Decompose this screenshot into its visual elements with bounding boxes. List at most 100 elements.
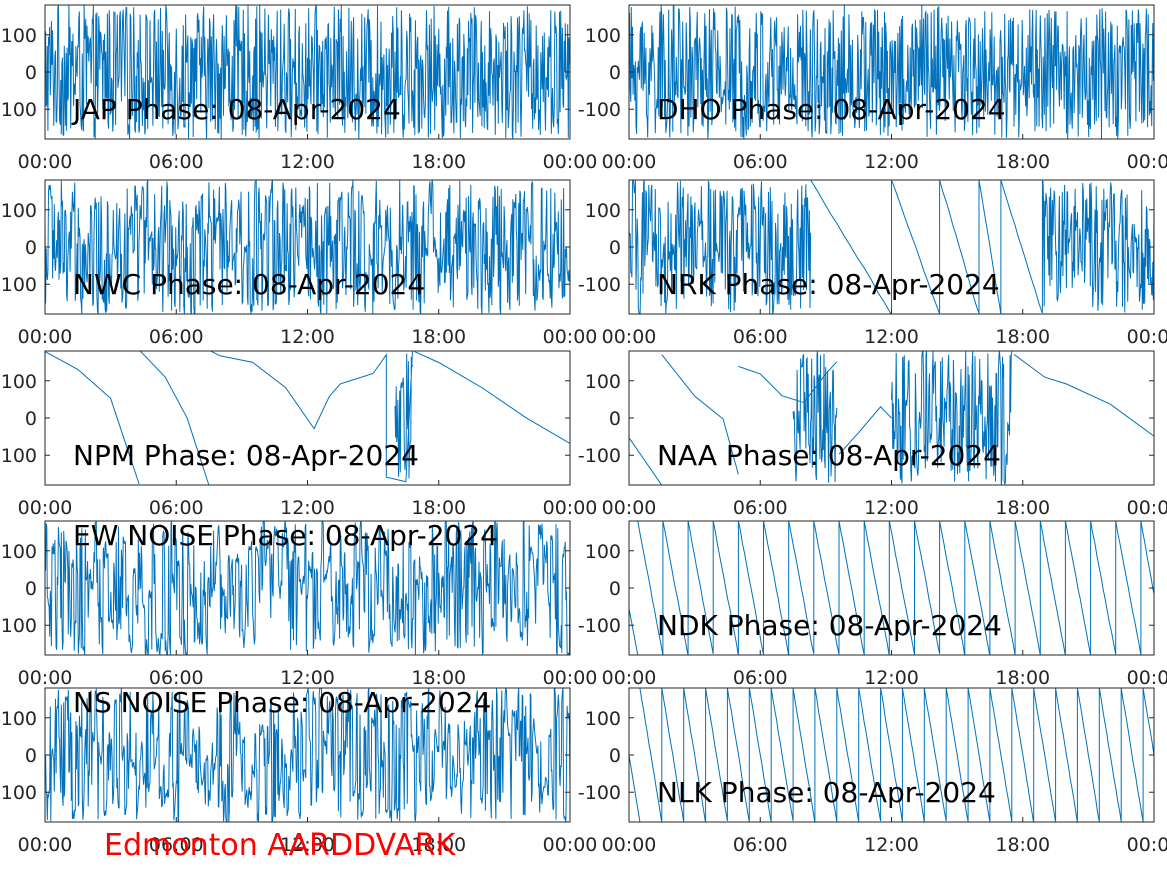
x-tick-label: 00:00 bbox=[1127, 326, 1167, 348]
x-tick-label: 12:00 bbox=[280, 667, 335, 689]
x-tick-label: 06:00 bbox=[149, 151, 204, 173]
x-tick-label: 00:00 bbox=[1127, 151, 1167, 173]
x-tick-label: 18:00 bbox=[411, 326, 466, 348]
phase-series-line bbox=[629, 688, 1154, 822]
x-tick-label: 06:00 bbox=[149, 326, 204, 348]
y-tick-label: 0 bbox=[609, 62, 621, 84]
panel-1: 100 0 100 00:00 06:00 12:00 18:00 00:00 JAP Phas… bbox=[1, 4, 598, 173]
y-tick-label: 100 bbox=[585, 25, 621, 47]
panel-title: DHO Phase: 08-Apr-2024 bbox=[657, 93, 1006, 126]
x-tick-label: 06:00 bbox=[733, 326, 788, 348]
y-tick-label: -100 bbox=[578, 445, 621, 467]
x-tick-label: 06:00 bbox=[149, 834, 204, 856]
phase-series-line bbox=[629, 180, 1154, 314]
plot-area bbox=[629, 180, 1154, 314]
panel-10: 100 0 -100 00:00 06:00 12:00 18:00 00:00 NLK Pha… bbox=[578, 687, 1167, 856]
x-tick-label: 18:00 bbox=[411, 497, 466, 519]
y-tick-label: 100 bbox=[1, 371, 37, 393]
y-tick-label: 0 bbox=[609, 578, 621, 600]
y-tick-label: 100 bbox=[1, 445, 37, 467]
x-tick-label: 12:00 bbox=[864, 497, 919, 519]
x-tick-label: 12:00 bbox=[864, 151, 919, 173]
x-tick-label: 12:00 bbox=[864, 326, 919, 348]
x-tick-label: 12:00 bbox=[280, 497, 335, 519]
y-tick-label: 0 bbox=[609, 745, 621, 767]
y-tick-label: 0 bbox=[25, 578, 37, 600]
station-label: Edmonton AARDDVARK bbox=[104, 828, 456, 863]
plot-area bbox=[629, 688, 1154, 822]
panel-title: NPM Phase: 08-Apr-2024 bbox=[73, 439, 419, 472]
x-tick-label: 18:00 bbox=[995, 497, 1050, 519]
y-tick-label: 100 bbox=[1, 615, 37, 637]
plot-area bbox=[45, 351, 570, 485]
x-tick-label: 00:00 bbox=[602, 667, 657, 689]
plot-area bbox=[45, 521, 570, 655]
y-tick-label: 0 bbox=[25, 745, 37, 767]
plot-area bbox=[629, 5, 1154, 139]
x-tick-label: 00:00 bbox=[543, 834, 598, 856]
panel-title: NAA Phase: 08-Apr-2024 bbox=[657, 439, 1001, 472]
y-tick-label: 0 bbox=[609, 237, 621, 259]
x-tick-label: 00:00 bbox=[18, 497, 73, 519]
x-tick-label: 00:00 bbox=[18, 667, 73, 689]
phase-series-line bbox=[45, 180, 570, 314]
plot-area bbox=[629, 351, 1154, 485]
x-tick-label: 00:00 bbox=[602, 151, 657, 173]
y-tick-label: 100 bbox=[585, 200, 621, 222]
y-tick-label: -100 bbox=[578, 615, 621, 637]
x-tick-label: 18:00 bbox=[995, 834, 1050, 856]
y-tick-label: 100 bbox=[1, 274, 37, 296]
phase-series-line bbox=[629, 351, 1154, 485]
panel-7: 100 0 100 00:00 06:00 12:00 18:00 00:00 EW NOISE… bbox=[1, 519, 598, 689]
y-tick-label: 100 bbox=[1, 25, 37, 47]
x-tick-label: 00:00 bbox=[1127, 667, 1167, 689]
x-tick-label: 18:00 bbox=[995, 151, 1050, 173]
y-tick-label: 0 bbox=[25, 237, 37, 259]
plot-area bbox=[45, 180, 570, 314]
panel-2: 100 0 -100 00:00 06:00 12:00 18:00 00:00 DHO Pha… bbox=[578, 4, 1167, 173]
x-tick-label: 06:00 bbox=[149, 497, 204, 519]
y-tick-label: 0 bbox=[25, 408, 37, 430]
x-tick-label: 00:00 bbox=[18, 326, 73, 348]
panel-8: 100 0 -100 00:00 06:00 12:00 18:00 00:00 NDK Pha… bbox=[578, 520, 1167, 689]
phase-series-line bbox=[629, 521, 1154, 655]
panel-3: 100 0 100 00:00 06:00 12:00 18:00 00:00 NWC Phas… bbox=[1, 179, 598, 348]
x-tick-label: 00:00 bbox=[602, 497, 657, 519]
y-tick-label: 0 bbox=[25, 62, 37, 84]
x-tick-label: 00:00 bbox=[18, 151, 73, 173]
panel-5: 100 0 100 00:00 06:00 12:00 18:00 00:00 NPM Phas… bbox=[1, 350, 597, 519]
x-tick-label: 06:00 bbox=[733, 667, 788, 689]
x-tick-label: 06:00 bbox=[733, 834, 788, 856]
panel-title: NDK Phase: 08-Apr-2024 bbox=[657, 609, 1002, 642]
panel-title: NWC Phase: 08-Apr-2024 bbox=[73, 268, 425, 301]
phase-series-line bbox=[45, 351, 570, 485]
phase-series-line bbox=[45, 5, 570, 139]
x-tick-label: 12:00 bbox=[864, 667, 919, 689]
y-tick-label: 100 bbox=[585, 541, 621, 563]
x-tick-label: 00:00 bbox=[1127, 497, 1167, 519]
x-tick-label: 18:00 bbox=[411, 667, 466, 689]
x-tick-label: 00:00 bbox=[602, 326, 657, 348]
phase-series-line bbox=[45, 688, 570, 822]
panel-title: NLK Phase: 08-Apr-2024 bbox=[657, 776, 996, 809]
x-tick-label: 00:00 bbox=[543, 667, 598, 689]
y-tick-label: -100 bbox=[578, 274, 621, 296]
x-tick-label: 00:00 bbox=[18, 834, 73, 856]
y-tick-label: -100 bbox=[578, 782, 621, 804]
y-tick-label: -100 bbox=[578, 99, 621, 121]
panel-title: JAP Phase: 08-Apr-2024 bbox=[71, 93, 401, 126]
y-tick-label: 100 bbox=[1, 782, 37, 804]
x-tick-label: 12:00 bbox=[864, 834, 919, 856]
plot-area bbox=[45, 5, 570, 139]
x-tick-label: 00:00 bbox=[543, 326, 598, 348]
y-tick-label: 100 bbox=[1, 99, 37, 121]
x-tick-label: 00:00 bbox=[543, 151, 598, 173]
x-tick-label: 12:00 bbox=[280, 834, 335, 856]
panel-9: 100 0 100 00:00 06:00 12:00 18:00 00:00 NS NOISE… bbox=[1, 686, 598, 856]
x-tick-label: 18:00 bbox=[411, 151, 466, 173]
x-tick-label: 12:00 bbox=[280, 151, 335, 173]
x-tick-label: 06:00 bbox=[733, 497, 788, 519]
phase-series-line bbox=[45, 521, 570, 655]
x-tick-label: 12:00 bbox=[280, 326, 335, 348]
